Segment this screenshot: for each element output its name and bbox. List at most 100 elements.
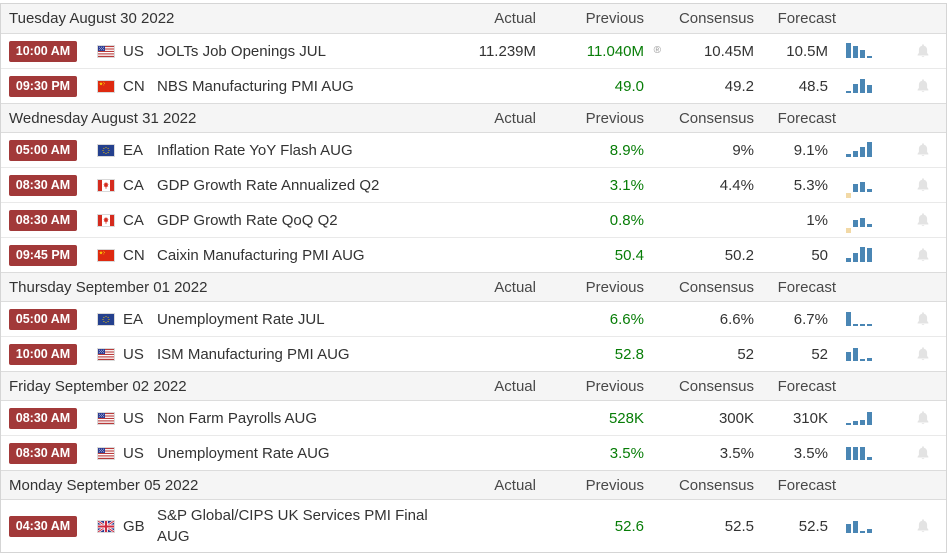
time-badge: 09:45 PM: [9, 244, 77, 266]
bell-notification-icon[interactable]: [900, 445, 946, 461]
event-row[interactable]: 10:00 AM US JOLTs Job Openings JUL 11.23…: [1, 34, 946, 68]
forecast-value: 10.5M: [786, 42, 828, 60]
us-flag-icon: [98, 45, 114, 57]
event-row[interactable]: 08:30 AM CA GDP Growth Rate QoQ Q2 0.8% …: [1, 202, 946, 237]
previous-value: 49.0: [540, 78, 648, 95]
event-link[interactable]: GDP Growth Rate Annualized Q2: [157, 176, 380, 194]
event-link[interactable]: S&P Global/CIPS UK Services PMI Final AU…: [157, 507, 428, 545]
consensus-value: 6.6%: [719, 310, 754, 328]
event-link[interactable]: Unemployment Rate JUL: [157, 310, 325, 328]
mini-bar-chart-icon[interactable]: [846, 307, 884, 331]
bell-notification-icon[interactable]: [900, 247, 946, 263]
event-link[interactable]: ISM Manufacturing PMI AUG: [157, 345, 350, 363]
event-row[interactable]: 08:30 AM CA GDP Growth Rate Annualized Q…: [1, 167, 946, 202]
consensus-value: 49.2: [724, 77, 754, 95]
chart-bar: [846, 193, 851, 198]
bell-notification-icon[interactable]: [900, 410, 946, 426]
chart-bar: [846, 312, 851, 326]
country-code: US: [123, 42, 144, 60]
bell-notification-icon[interactable]: [900, 518, 946, 534]
mini-bar-chart-icon[interactable]: [846, 173, 884, 198]
chart-bar: [860, 247, 865, 262]
previous-value-text: 11.040M: [586, 42, 644, 60]
mini-bar-chart-icon[interactable]: [846, 406, 884, 430]
calendar-section: Friday September 02 2022 Actual Previous…: [1, 371, 946, 470]
event-row[interactable]: 04:30 AM GB S&P Global/CIPS UK Services …: [1, 500, 946, 552]
country-code: EA: [123, 310, 144, 328]
event-row[interactable]: 08:30 AM US Unemployment Rate AUG 3.5% 3…: [1, 435, 946, 470]
previous-value-text: 49.0: [614, 77, 644, 95]
chart-bar: [846, 352, 851, 361]
flag-cell: [77, 447, 121, 459]
country-code: CN: [123, 77, 145, 95]
event-link[interactable]: NBS Manufacturing PMI AUG: [157, 77, 354, 95]
calendar-section: Tuesday August 30 2022 Actual Previous C…: [1, 4, 946, 103]
event-row[interactable]: 08:30 AM US Non Farm Payrolls AUG 528K 3…: [1, 401, 946, 435]
previous-value-text: 3.5%: [609, 444, 644, 462]
event-link[interactable]: Unemployment Rate AUG: [157, 444, 330, 462]
mini-bar-chart-icon[interactable]: [846, 342, 884, 366]
previous-value: 8.9%: [540, 142, 648, 159]
chart-bar: [860, 147, 865, 157]
time-badge: 04:30 AM: [9, 515, 77, 537]
event-link[interactable]: Caixin Manufacturing PMI AUG: [157, 246, 365, 264]
event-link[interactable]: Inflation Rate YoY Flash AUG: [157, 141, 353, 159]
flag-cell: [77, 45, 121, 57]
previous-value-text: 6.6%: [609, 310, 644, 328]
previous-value: 3.1%: [540, 177, 648, 194]
flag-cell: [77, 519, 121, 533]
bell-notification-icon[interactable]: [900, 311, 946, 327]
ea-flag-icon: [98, 313, 114, 325]
event-row[interactable]: 05:00 AM EA Unemployment Rate JUL 6.6% 6…: [1, 302, 946, 336]
previous-value: 11.040M ®: [540, 42, 661, 60]
chart-bar: [846, 258, 851, 262]
event-link[interactable]: GDP Growth Rate QoQ Q2: [157, 211, 338, 229]
mini-bar-chart-icon[interactable]: [846, 39, 884, 63]
previous-value: 6.6%: [540, 311, 648, 328]
consensus-value: 9%: [732, 141, 754, 159]
previous-value: 528K: [540, 410, 648, 427]
mini-bar-chart-icon[interactable]: [846, 208, 884, 233]
revision-marker-icon: ®: [653, 44, 661, 56]
chart-bar: [860, 218, 865, 227]
event-row[interactable]: 05:00 AM EA Inflation Rate YoY Flash AUG…: [1, 133, 946, 167]
country-code: US: [123, 444, 144, 462]
event-row[interactable]: 09:30 PM CN NBS Manufacturing PMI AUG 49…: [1, 68, 946, 103]
bell-notification-icon[interactable]: [900, 142, 946, 158]
chart-bar: [846, 154, 851, 157]
mini-bar-chart-icon[interactable]: [846, 74, 884, 98]
chart-bar: [867, 189, 872, 192]
country-code: CN: [123, 246, 145, 264]
chart-bar: [853, 447, 858, 460]
chart-bar: [853, 184, 858, 192]
bell-notification-icon[interactable]: [900, 78, 946, 94]
calendar-section: Thursday September 01 2022 Actual Previo…: [1, 272, 946, 371]
mini-bar-chart-icon[interactable]: [846, 243, 884, 267]
event-link[interactable]: Non Farm Payrolls AUG: [157, 409, 318, 427]
chart-bar: [860, 79, 865, 93]
column-header-forecast: Forecast: [777, 476, 836, 494]
chart-bar: [846, 423, 851, 425]
mini-bar-chart-icon[interactable]: [846, 514, 884, 538]
country-code: GB: [123, 517, 145, 535]
mini-bar-chart-icon[interactable]: [846, 441, 884, 465]
event-row[interactable]: 10:00 AM US ISM Manufacturing PMI AUG 52…: [1, 336, 946, 371]
event-link[interactable]: JOLTs Job Openings JUL: [157, 42, 326, 60]
bell-notification-icon[interactable]: [900, 346, 946, 362]
event-row[interactable]: 09:45 PM CN Caixin Manufacturing PMI AUG…: [1, 237, 946, 272]
flag-cell: [77, 214, 121, 226]
chart-bar: [846, 91, 851, 93]
bell-notification-icon[interactable]: [900, 177, 946, 193]
previous-value-text: 52.8: [614, 345, 644, 363]
mini-bar-chart-icon[interactable]: [846, 138, 884, 162]
ca-flag-icon: [98, 179, 114, 191]
bell-notification-icon[interactable]: [900, 43, 946, 59]
forecast-value: 52.5: [798, 517, 828, 535]
previous-value-text: 52.6: [614, 517, 644, 535]
time-badge: 08:30 AM: [9, 174, 77, 196]
forecast-value: 50: [811, 246, 828, 264]
country-code: CA: [123, 176, 144, 194]
chart-bar: [860, 182, 865, 192]
chart-bar: [867, 412, 872, 425]
bell-notification-icon[interactable]: [900, 212, 946, 228]
